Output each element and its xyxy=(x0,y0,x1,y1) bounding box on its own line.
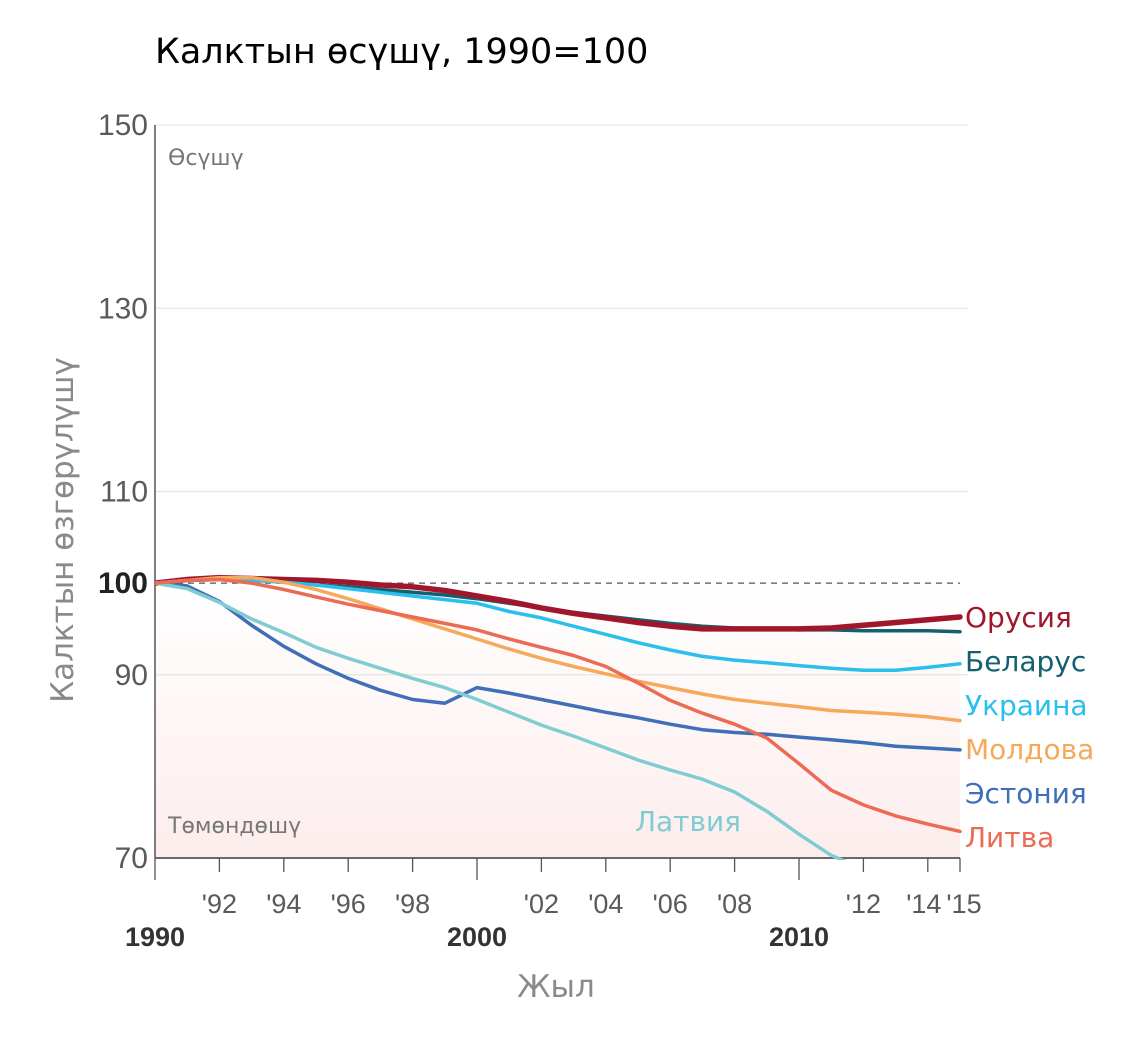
y-tick-label: 90 xyxy=(115,659,148,692)
x-axis-ticks: 1990 '92 '94 '96 '98 2000 '02 '04 '06 '08 2010 '12 '… xyxy=(125,858,982,952)
series-label-украина: Украина xyxy=(965,689,1088,722)
series-line-молдова xyxy=(155,575,962,723)
y-tick-label: 130 xyxy=(98,292,148,325)
y-tick-label: 70 xyxy=(115,842,148,875)
x-tick-label: 2010 xyxy=(769,922,829,952)
x-axis-label: Жыл xyxy=(517,969,595,1005)
series-labels: Орусия Беларус Украина Молдова Эстония Литва Л… xyxy=(635,601,1094,854)
x-tick-label: '96 xyxy=(331,889,366,919)
series-label-латвия: Латвия xyxy=(635,805,741,838)
series-line-литва xyxy=(155,577,962,834)
x-tick-label: '08 xyxy=(717,889,752,919)
series-label-молдова: Молдова xyxy=(965,733,1094,766)
series-line-латвия xyxy=(155,581,847,860)
x-tick-label: '02 xyxy=(524,889,559,919)
x-tick-label: '06 xyxy=(653,889,688,919)
series-label-беларус: Беларус xyxy=(965,645,1086,678)
chart-title: Калктын өсүшү, 1990=100 xyxy=(155,32,648,72)
decline-annotation: Төмөндөшү xyxy=(167,814,301,839)
series-label-литва: Литва xyxy=(965,821,1054,854)
y-tick-label: 110 xyxy=(100,476,148,509)
growth-annotation: Өсүшү xyxy=(168,146,244,171)
series-line-орусия xyxy=(155,574,963,632)
y-tick-label: 150 xyxy=(98,109,148,142)
y-tick-label: 100 xyxy=(98,567,148,600)
x-tick-label: '12 xyxy=(846,889,881,919)
x-tick-label: '04 xyxy=(588,889,623,919)
x-tick-label: 1990 xyxy=(125,922,185,952)
x-tick-label: '98 xyxy=(395,889,430,919)
x-tick-label: 2000 xyxy=(447,922,507,952)
series-label-орусия: Орусия xyxy=(965,601,1072,634)
x-tick-label: '15 xyxy=(946,889,981,919)
x-tick-label: '94 xyxy=(266,889,301,919)
y-axis-ticks: 150 130 110 100 90 70 xyxy=(98,109,148,875)
x-tick-label: '92 xyxy=(202,889,237,919)
series-line-эстония xyxy=(155,581,962,752)
series-label-эстония: Эстония xyxy=(965,777,1087,810)
x-tick-label: '14 xyxy=(906,889,941,919)
series-lines xyxy=(155,574,963,860)
y-axis-label: Калктын өзгөрүлүшү xyxy=(45,357,81,703)
